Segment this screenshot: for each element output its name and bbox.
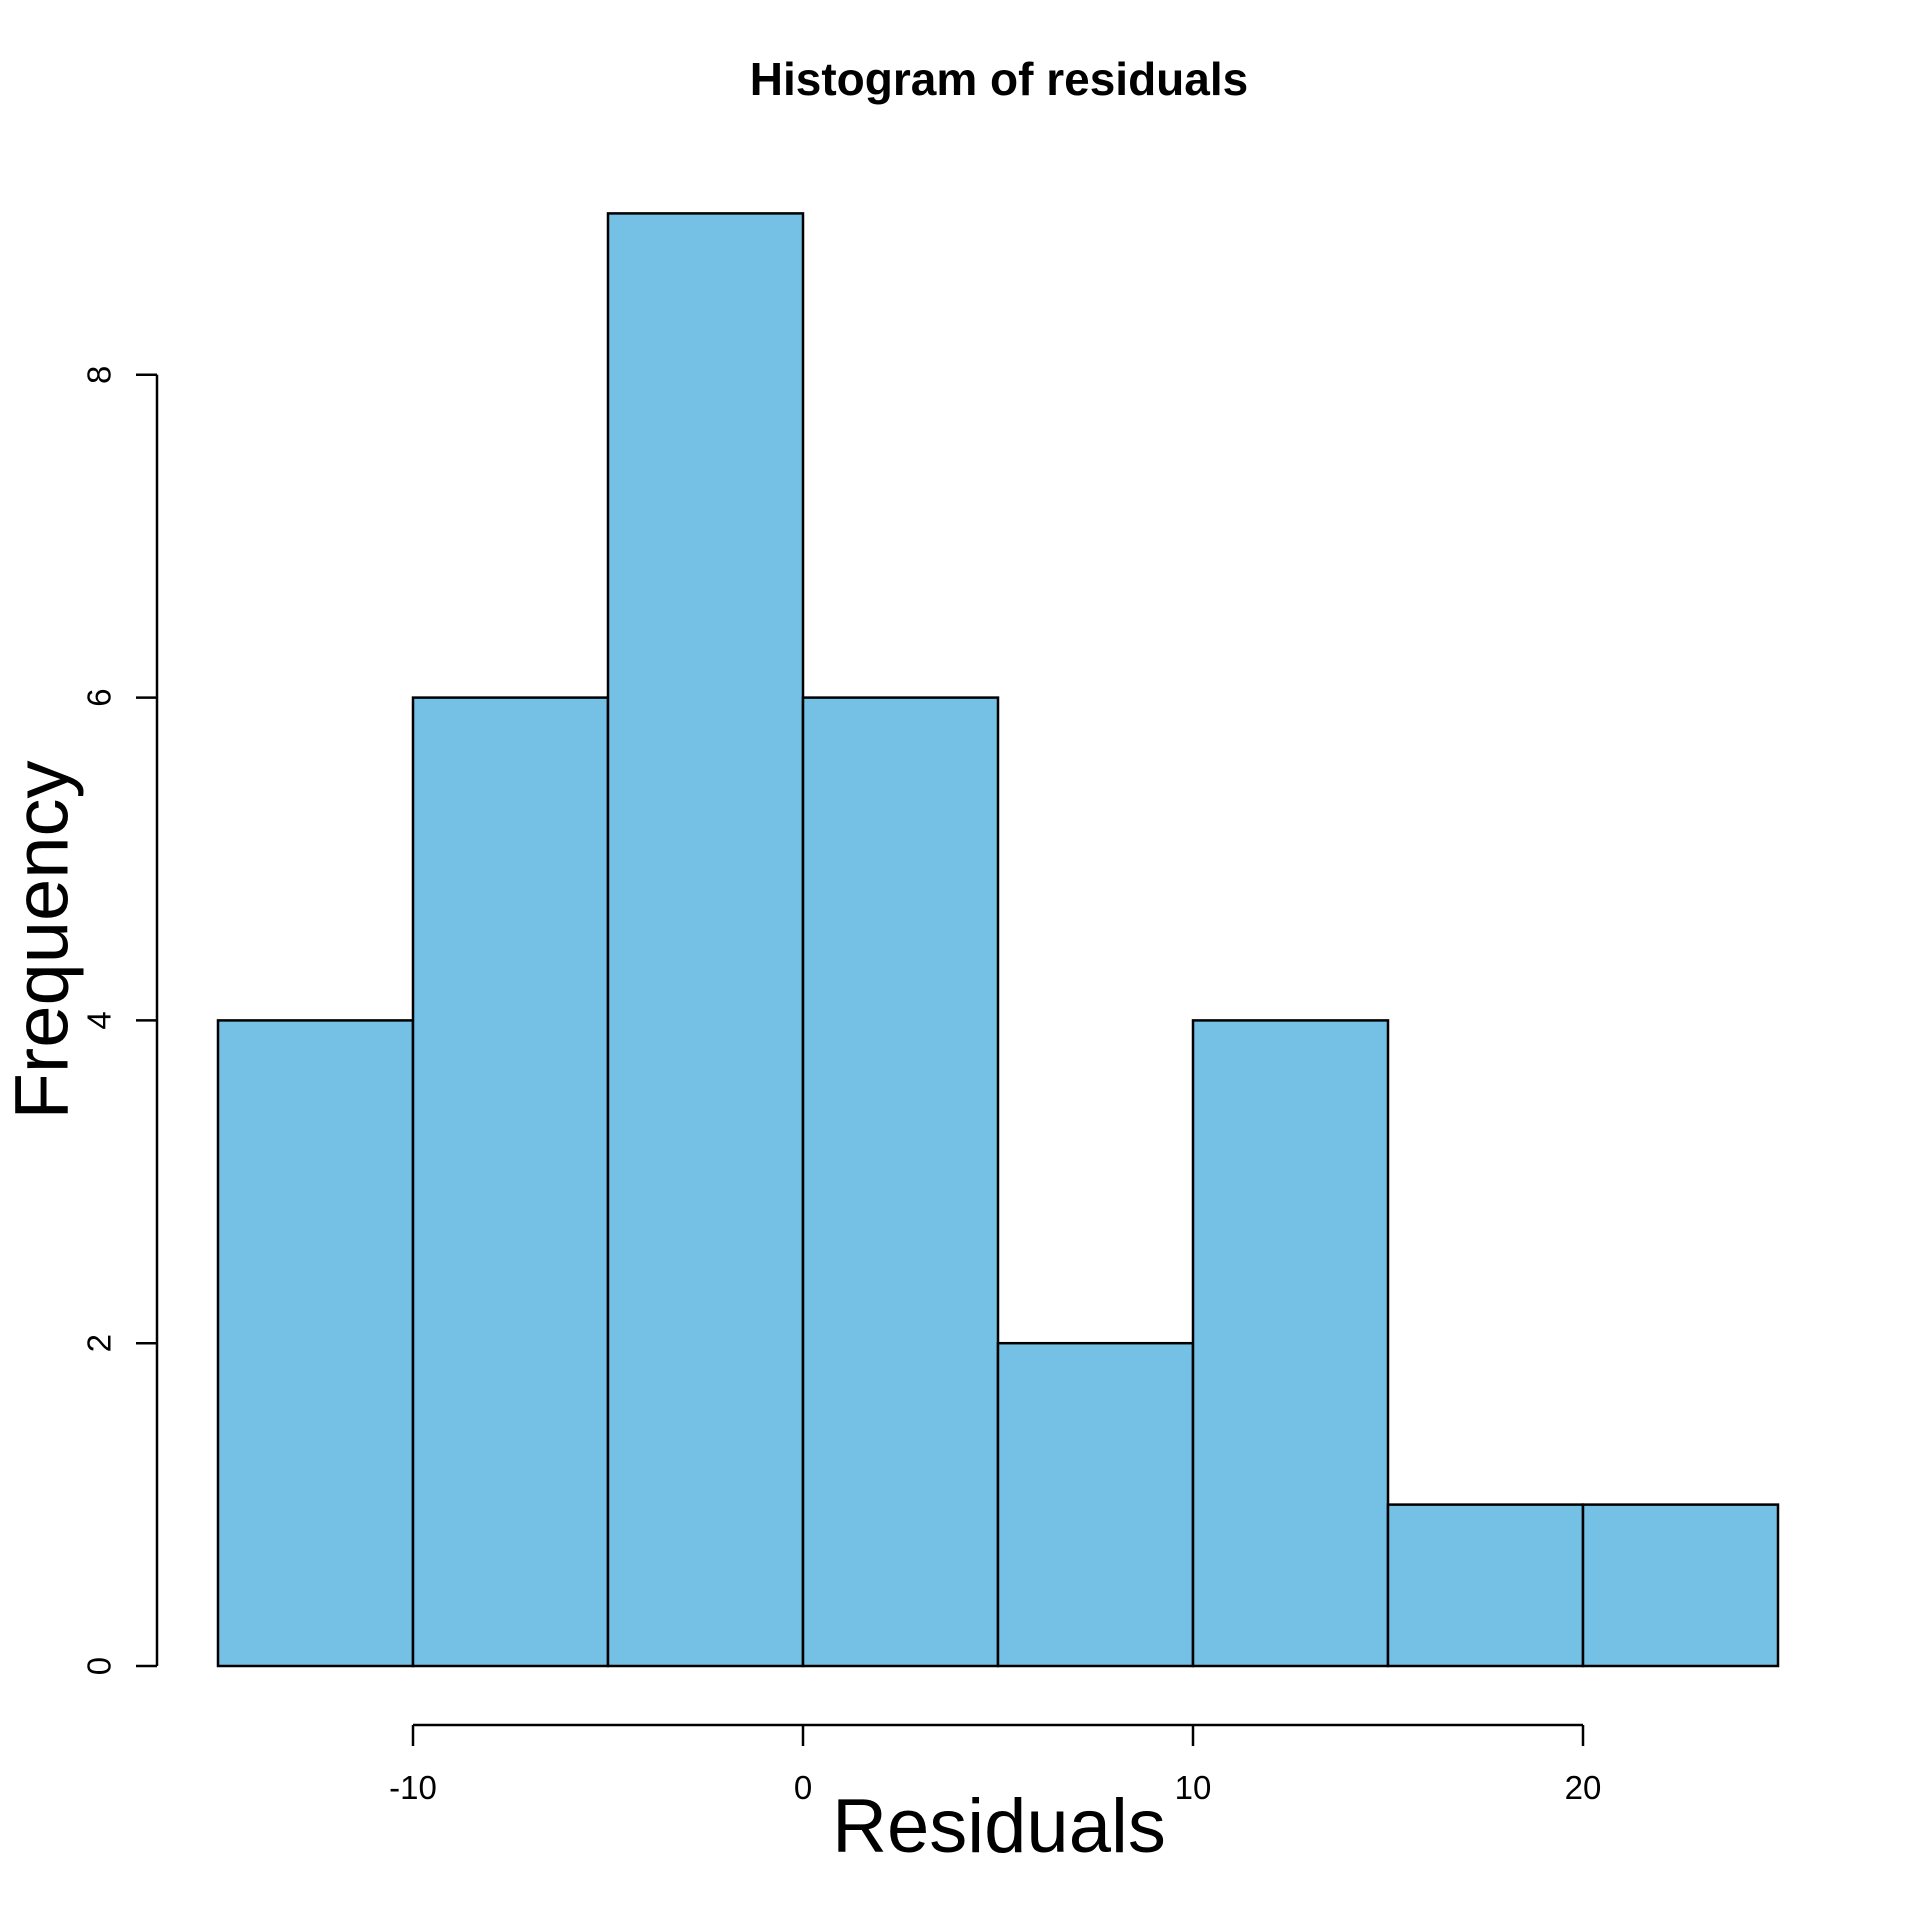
histogram-bar--10-to--5 (411, 696, 610, 1668)
bars-group (216, 212, 1780, 1668)
x-tick-label-20: 20 (1565, 1769, 1602, 1806)
y-axis-label: Frequency (0, 760, 85, 1119)
histogram-bar-10-to-15 (1191, 1019, 1390, 1668)
y-tick-label-8: 8 (81, 366, 118, 384)
x-axis-label: Residuals (832, 1784, 1166, 1869)
histogram-bar--5-to-0 (606, 212, 805, 1668)
x-axis: -10 0 10 20 (389, 1723, 1602, 1806)
y-tick-label-6: 6 (81, 688, 118, 706)
y-tick-label-4: 4 (81, 1011, 118, 1029)
chart-title: Histogram of residuals (750, 53, 1248, 105)
histogram-bar-15-to-20 (1386, 1503, 1585, 1668)
x-tick-label-10: 10 (1175, 1769, 1212, 1806)
histogram-bar-20-to-25 (1581, 1503, 1780, 1668)
histogram-bar-5-to-10 (996, 1341, 1195, 1668)
histogram-bar--15-to--10 (216, 1019, 415, 1668)
y-axis: 0 2 4 6 8 (81, 366, 159, 1675)
x-tick-label--10: -10 (389, 1769, 437, 1806)
histogram-bar-0-to-5 (801, 696, 1000, 1668)
y-tick-label-0: 0 (81, 1657, 118, 1675)
y-tick-label-2: 2 (81, 1334, 118, 1352)
x-tick-label-0: 0 (794, 1769, 812, 1806)
